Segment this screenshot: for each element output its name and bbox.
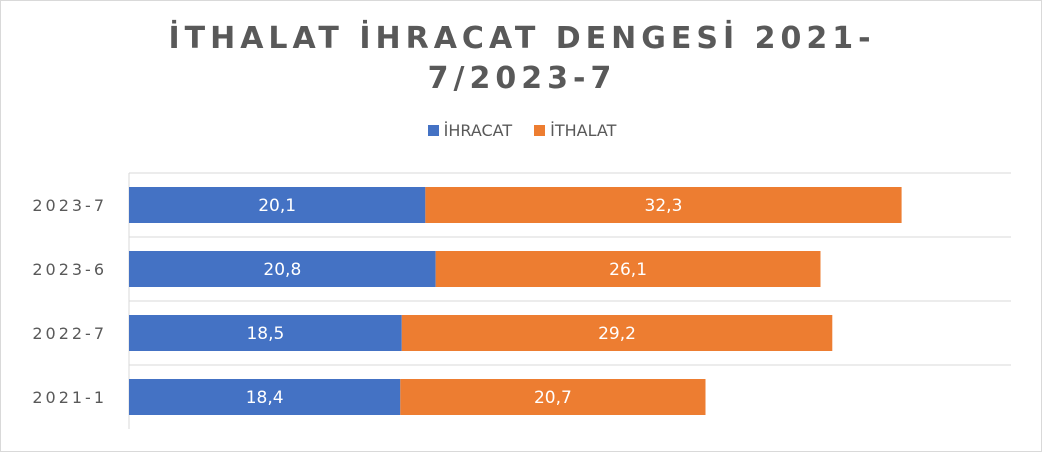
chart-title-line-1: İTHALAT İHRACAT DENGESİ 2021- bbox=[168, 21, 876, 56]
data-label-i̇hracat-2023-6: 20,8 bbox=[263, 260, 301, 280]
data-label-i̇thalat-2023-6: 26,1 bbox=[609, 260, 647, 280]
chart-title-line-2: 7/2023-7 bbox=[427, 61, 617, 96]
data-label-i̇hracat-2021-1: 18,4 bbox=[246, 388, 284, 408]
category-label-2022-7: 2022-7 bbox=[32, 324, 107, 343]
category-label-2023-7: 2023-7 bbox=[32, 196, 107, 215]
data-label-i̇thalat-2023-7: 32,3 bbox=[645, 196, 683, 216]
bar-i̇thalat-2022-7 bbox=[401, 315, 833, 351]
legend-swatch-ithalat bbox=[534, 125, 546, 136]
legend-item-ihracat: İHRACAT bbox=[427, 121, 513, 140]
bar-i̇thalat-2023-6 bbox=[435, 251, 821, 287]
data-label-i̇hracat-2023-7: 20,1 bbox=[258, 196, 296, 216]
category-label-2023-6: 2023-6 bbox=[32, 260, 107, 279]
bar-i̇hracat-2023-6 bbox=[129, 251, 436, 287]
bar-i̇thalat-2021-1 bbox=[400, 379, 706, 415]
chart-title: İTHALAT İHRACAT DENGESİ 2021- 7/2023-7 bbox=[1, 19, 1042, 99]
data-label-i̇thalat-2022-7: 29,2 bbox=[598, 324, 636, 344]
bar-i̇hracat-2021-1 bbox=[129, 379, 401, 415]
legend: İHRACAT İTHALAT bbox=[1, 121, 1042, 140]
bar-i̇hracat-2022-7 bbox=[129, 315, 402, 351]
legend-swatch-ihracat bbox=[427, 125, 439, 136]
data-label-i̇thalat-2021-1: 20,7 bbox=[534, 388, 572, 408]
legend-label-ihracat: İHRACAT bbox=[443, 121, 513, 140]
data-label-i̇hracat-2022-7: 18,5 bbox=[246, 324, 284, 344]
legend-item-ithalat: İTHALAT bbox=[534, 121, 616, 140]
bar-i̇thalat-2023-7 bbox=[425, 187, 902, 223]
category-label-2021-1: 2021-1 bbox=[32, 388, 107, 407]
legend-label-ithalat: İTHALAT bbox=[550, 121, 617, 140]
bar-i̇hracat-2023-7 bbox=[129, 187, 426, 223]
